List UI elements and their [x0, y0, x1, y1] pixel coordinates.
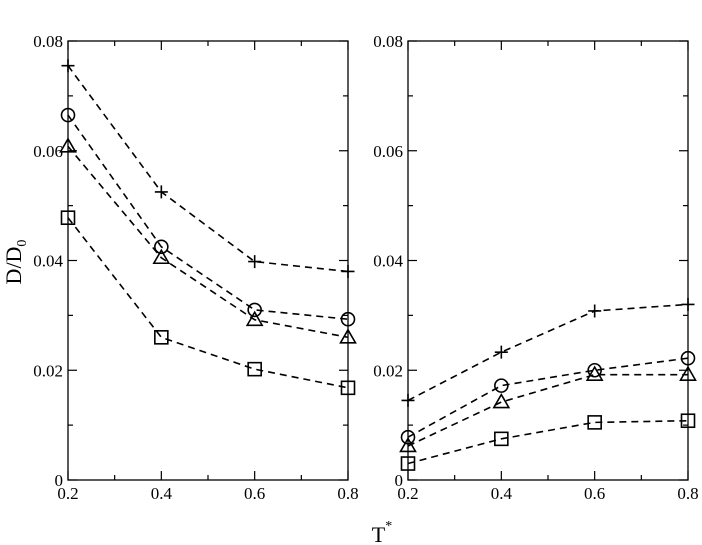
x-tick-label: 0.2 [397, 484, 418, 503]
x-tick-label: 0.2 [57, 484, 78, 503]
data-point-plus [494, 345, 508, 359]
y-axis-title: D/D0 [1, 240, 30, 285]
x-tick-label: 0.4 [491, 484, 513, 503]
plot-frame [407, 40, 689, 481]
right-panel: 0 0.02 0.04 0.06 0.08 0.2 0.4 0.6 0.8 [373, 32, 698, 503]
data-point-square [400, 456, 416, 471]
y-tick-label: 0.06 [373, 142, 403, 161]
x-tick-label: 0.8 [337, 484, 358, 503]
y-tick-label: 0.02 [33, 361, 63, 380]
y-tick-label: 0.04 [33, 252, 63, 271]
left-panel: 0 0.02 0.04 0.06 0.08 0.2 0.4 0.6 0.8 [33, 32, 358, 503]
data-point-plus [248, 255, 262, 269]
y-tick-label: 0.02 [373, 361, 403, 380]
series-line-triangle [407, 373, 688, 447]
x-tick-label: 0.4 [151, 484, 173, 503]
data-point-circle [154, 239, 169, 255]
y-tick-label: 0 [395, 471, 404, 490]
data-point-plus [681, 297, 695, 311]
series-line-plus [407, 303, 689, 402]
x-tick-label: 0.6 [584, 484, 605, 503]
x-tick-label: 0.8 [677, 484, 698, 503]
data-point-square [154, 330, 169, 345]
data-point-triangle [679, 365, 697, 381]
series-line-triangle [67, 145, 349, 339]
series-line-circle [407, 357, 689, 438]
plot-frame [67, 40, 349, 481]
data-point-triangle [245, 310, 264, 327]
y-tick-label: 0.08 [373, 32, 403, 51]
data-point-circle [680, 350, 696, 366]
data-point-triangle [585, 365, 604, 381]
data-point-circle [340, 311, 356, 327]
y-tick-label: 0 [55, 471, 64, 490]
data-point-circle [587, 362, 602, 378]
y-tick-label: 0.06 [33, 142, 63, 161]
data-point-plus [588, 304, 602, 318]
data-point-triangle [492, 392, 511, 409]
data-point-circle [494, 378, 509, 393]
series-line-square [407, 419, 689, 465]
data-point-square [587, 415, 602, 430]
series-line-circle [67, 114, 349, 321]
x-axis-title: T* [372, 519, 392, 545]
data-point-circle [400, 429, 416, 445]
data-point-triangle [59, 137, 77, 153]
data-point-plus [154, 185, 168, 199]
x-tick-label: 0.6 [244, 484, 265, 503]
series-line-square [67, 217, 349, 389]
data-point-plus [61, 59, 75, 73]
data-point-circle [247, 302, 262, 318]
data-point-square [340, 380, 356, 396]
y-tick-label: 0.08 [33, 32, 63, 51]
data-point-triangle [399, 436, 417, 453]
data-point-square [494, 431, 509, 447]
data-point-square [680, 413, 696, 429]
series-line-plus [67, 65, 349, 273]
y-tick-label: 0.04 [373, 252, 403, 271]
data-point-square [247, 361, 262, 377]
data-point-triangle [339, 328, 357, 344]
data-point-square [60, 210, 76, 225]
data-point-plus [341, 264, 355, 278]
data-point-triangle [152, 248, 171, 265]
data-point-circle [60, 107, 76, 123]
data-point-plus [401, 393, 415, 407]
